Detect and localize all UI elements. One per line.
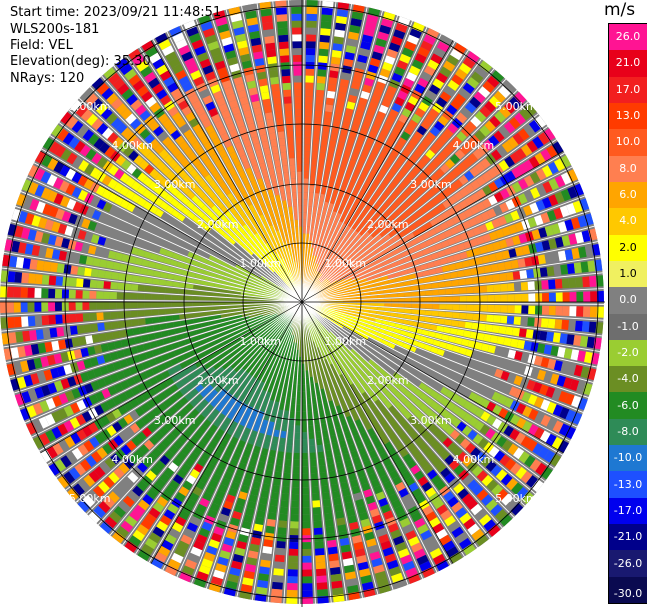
colorbar-segment	[609, 497, 647, 525]
colorbar-segment	[609, 524, 647, 551]
colorbar-segment	[609, 155, 647, 183]
range-label: 1.00km	[324, 257, 366, 270]
ray-separators	[0, 0, 604, 604]
colorbar-label: 17.0	[615, 82, 641, 96]
colorbar-segment	[609, 576, 647, 604]
range-label: 2.00km	[367, 218, 409, 231]
colorbar-segment	[609, 471, 647, 499]
colorbar-label: -6.0	[617, 398, 639, 412]
colorbar-label: -8.0	[617, 424, 639, 438]
colorbar-segment	[609, 550, 647, 578]
colorbar-segment	[609, 392, 647, 420]
range-label: 2.00km	[197, 374, 239, 387]
range-label: 5.00km	[69, 100, 111, 113]
colorbar-label: 26.0	[615, 30, 641, 44]
range-label: 2.00km	[367, 374, 409, 387]
colorbar-label: 4.0	[619, 214, 637, 228]
colorbar-label: -4.0	[617, 372, 639, 386]
range-label: 4.00km	[453, 139, 495, 152]
colorbar-segment	[609, 24, 647, 51]
colorbar-label: -1.0	[617, 319, 639, 333]
colorbar-segment	[609, 287, 647, 314]
colorbar-segment	[609, 339, 647, 367]
colorbar-segment	[609, 260, 647, 288]
colorbar: 26.0 21.0 17.0 13.0 10.0 8.0 6.0 4.0 2.0 1.0 0.0 -1…	[608, 23, 647, 604]
ppi-display: 1.00km 1.00km 1.00km 1.00km 2.00km 2.00km 2.00…	[0, 0, 605, 607]
colorbar-segment	[609, 366, 647, 393]
colorbar-segment	[609, 313, 647, 341]
range-label: 3.00km	[154, 414, 196, 427]
colorbar-label: 2.0	[619, 240, 637, 254]
colorbar-label: 1.0	[619, 267, 637, 281]
colorbar-label: -2.0	[617, 345, 639, 359]
colorbar-unit: m/s	[604, 0, 636, 20]
colorbar-segment	[609, 208, 647, 236]
colorbar-label: -17.0	[613, 503, 643, 517]
colorbar-label: -26.0	[613, 556, 643, 570]
instrument-text: WLS200s-181	[10, 22, 100, 37]
colorbar-segment	[609, 418, 647, 446]
colorbar-segment	[609, 50, 647, 78]
range-label: 4.00km	[111, 453, 153, 466]
colorbar-segment	[609, 102, 647, 130]
range-label: 1.00km	[240, 257, 282, 270]
colorbar-segment	[609, 181, 647, 209]
colorbar-label: 21.0	[615, 56, 641, 70]
colorbar-segment	[609, 445, 647, 472]
colorbar-label: 13.0	[615, 109, 641, 123]
colorbar-segment	[609, 234, 647, 262]
colorbar-label: 8.0	[619, 161, 637, 175]
field-text: Field: VEL	[10, 38, 73, 53]
range-label: 3.00km	[410, 414, 452, 427]
range-label: 5.00km	[495, 492, 537, 505]
range-label: 5.00km	[69, 492, 111, 505]
start-time-text: Start time: 2023/09/21 11:48:51	[10, 5, 222, 20]
range-label: 3.00km	[410, 178, 452, 191]
colorbar-label: -30.0	[613, 586, 643, 600]
range-label: 5.00km	[495, 100, 537, 113]
colorbar-label: -21.0	[613, 530, 643, 544]
colorbar-label: -10.0	[613, 451, 643, 465]
colorbar-segment	[609, 76, 647, 104]
range-label: 3.00km	[154, 178, 196, 191]
range-label: 4.00km	[111, 139, 153, 152]
range-label: 1.00km	[324, 335, 366, 348]
range-label: 1.00km	[240, 335, 282, 348]
range-label: 4.00km	[453, 453, 495, 466]
colorbar-segment	[609, 129, 647, 157]
colorbar-label: -13.0	[613, 477, 643, 491]
nrays-text: NRays: 120	[10, 71, 85, 86]
colorbar-label: 6.0	[619, 188, 637, 202]
colorbar-label: 10.0	[615, 135, 641, 149]
colorbar-label: 0.0	[619, 293, 637, 307]
elevation-text: Elevation(deg): 35.30	[10, 54, 151, 69]
azimuth-line	[40, 150, 564, 454]
range-label: 2.00km	[197, 218, 239, 231]
